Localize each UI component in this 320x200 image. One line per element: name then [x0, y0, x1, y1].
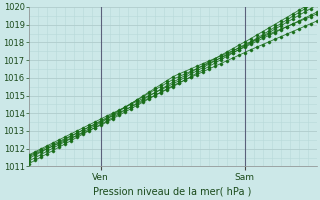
- X-axis label: Pression niveau de la mer( hPa ): Pression niveau de la mer( hPa ): [93, 187, 252, 197]
